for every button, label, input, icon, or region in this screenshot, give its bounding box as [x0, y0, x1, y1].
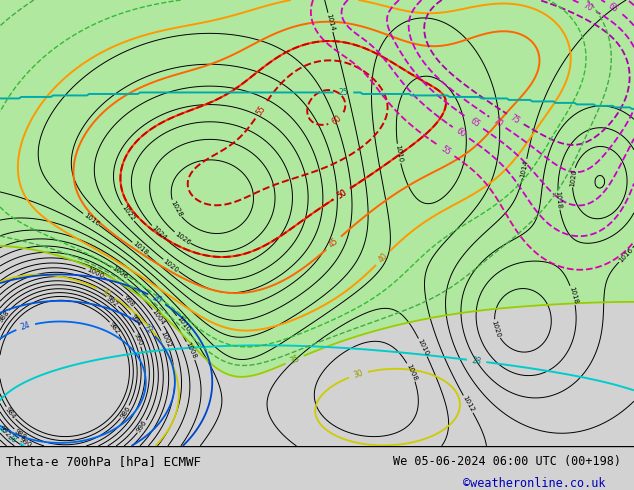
Text: 1000: 1000 [86, 267, 104, 279]
Text: 45: 45 [327, 237, 340, 250]
Text: 60: 60 [455, 126, 467, 139]
Text: 998: 998 [122, 294, 136, 308]
Text: 1016: 1016 [82, 212, 100, 227]
Text: 988: 988 [13, 428, 27, 441]
Text: 988: 988 [0, 309, 11, 323]
Text: 22: 22 [141, 323, 154, 336]
Text: 1010: 1010 [394, 144, 403, 163]
Text: 1018: 1018 [555, 191, 562, 209]
Text: 1020: 1020 [569, 168, 577, 187]
Text: 986: 986 [119, 405, 131, 419]
Text: 1024: 1024 [150, 224, 167, 241]
Text: 40: 40 [377, 251, 389, 265]
Text: 50: 50 [335, 188, 348, 200]
Text: 1006: 1006 [110, 265, 129, 281]
Text: 75: 75 [508, 113, 522, 125]
Text: 994: 994 [129, 314, 142, 328]
Text: Theta-e 700hPa [hPa] ECMWF: Theta-e 700hPa [hPa] ECMWF [6, 455, 202, 468]
Text: 992: 992 [105, 294, 119, 308]
Text: 55: 55 [440, 144, 453, 157]
Text: 1020: 1020 [491, 319, 501, 339]
Text: 1004: 1004 [151, 309, 166, 327]
Text: 1026: 1026 [173, 230, 191, 245]
Text: 28: 28 [5, 432, 18, 445]
Text: 1020: 1020 [162, 258, 180, 273]
Text: 1022: 1022 [120, 204, 136, 222]
Text: 25: 25 [339, 88, 348, 97]
Text: 1008: 1008 [405, 363, 418, 382]
Text: 35: 35 [288, 354, 301, 366]
Text: ©weatheronline.co.uk: ©weatheronline.co.uk [463, 477, 605, 490]
Text: 1018: 1018 [568, 286, 578, 305]
Text: 55: 55 [254, 104, 268, 117]
Text: 1002: 1002 [159, 330, 172, 349]
Text: 1016: 1016 [618, 246, 634, 264]
Text: 65: 65 [469, 117, 482, 129]
Text: 24: 24 [20, 321, 32, 332]
Text: 1010: 1010 [175, 315, 191, 333]
Text: We 05-06-2024 06:00 UTC (00+198): We 05-06-2024 06:00 UTC (00+198) [393, 455, 621, 468]
Text: 990: 990 [133, 332, 143, 347]
Text: 70: 70 [581, 0, 593, 13]
Text: 60: 60 [330, 113, 344, 126]
Text: 1014: 1014 [325, 13, 335, 32]
Text: 982: 982 [108, 321, 121, 335]
Text: 70: 70 [491, 116, 504, 129]
Text: 1018: 1018 [131, 241, 149, 257]
Text: 996: 996 [136, 419, 148, 434]
Text: 30: 30 [100, 287, 112, 299]
Text: 1010: 1010 [417, 338, 429, 357]
Text: 984: 984 [4, 406, 17, 420]
Text: 65: 65 [607, 1, 620, 14]
Text: 990: 990 [18, 437, 33, 448]
Text: 1028: 1028 [169, 199, 183, 218]
Text: 1014: 1014 [520, 159, 529, 178]
Text: 28: 28 [472, 356, 482, 366]
Text: 992: 992 [0, 424, 11, 438]
Text: 30: 30 [353, 368, 365, 380]
Text: 1008: 1008 [184, 341, 197, 360]
Text: 50: 50 [335, 188, 348, 200]
Text: 1012: 1012 [461, 395, 475, 414]
Text: 20: 20 [150, 293, 164, 305]
